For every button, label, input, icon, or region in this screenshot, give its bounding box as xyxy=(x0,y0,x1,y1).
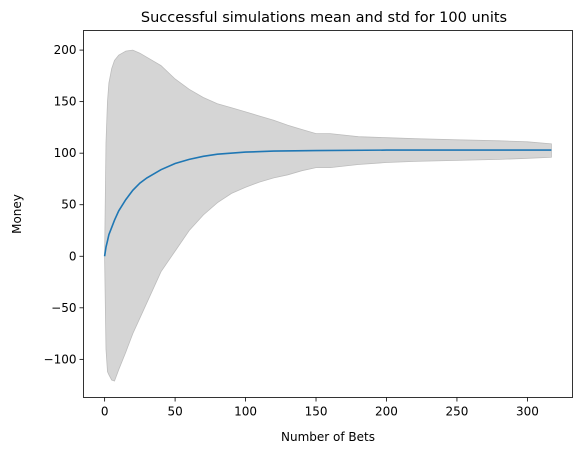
x-tick-label: 100 xyxy=(234,405,257,419)
x-tick-label: 250 xyxy=(445,405,468,419)
x-axis: 0 50 100 150 200 250 300 xyxy=(101,397,539,419)
y-tick-label: 50 xyxy=(61,198,76,212)
y-tick-label: 0 xyxy=(69,249,77,263)
x-axis-label: Number of Bets xyxy=(281,430,375,444)
x-tick-label: 0 xyxy=(101,405,109,419)
x-tick-label: 300 xyxy=(516,405,539,419)
y-axis: −100 −50 0 50 100 150 200 xyxy=(44,43,84,366)
x-tick-label: 150 xyxy=(305,405,328,419)
x-tick-label: 200 xyxy=(375,405,398,419)
x-tick-label: 50 xyxy=(167,405,182,419)
y-tick-label: −50 xyxy=(51,301,76,315)
chart-title: Successful simulations mean and std for … xyxy=(141,10,507,26)
y-tick-label: 150 xyxy=(54,95,77,109)
plot-frame xyxy=(83,30,573,398)
y-tick-label: −100 xyxy=(44,352,77,366)
y-tick-label: 200 xyxy=(54,43,77,57)
std-band xyxy=(104,49,552,382)
y-axis-label: Money xyxy=(10,194,24,234)
y-tick-label: 100 xyxy=(54,146,77,160)
mean-line xyxy=(103,149,552,257)
